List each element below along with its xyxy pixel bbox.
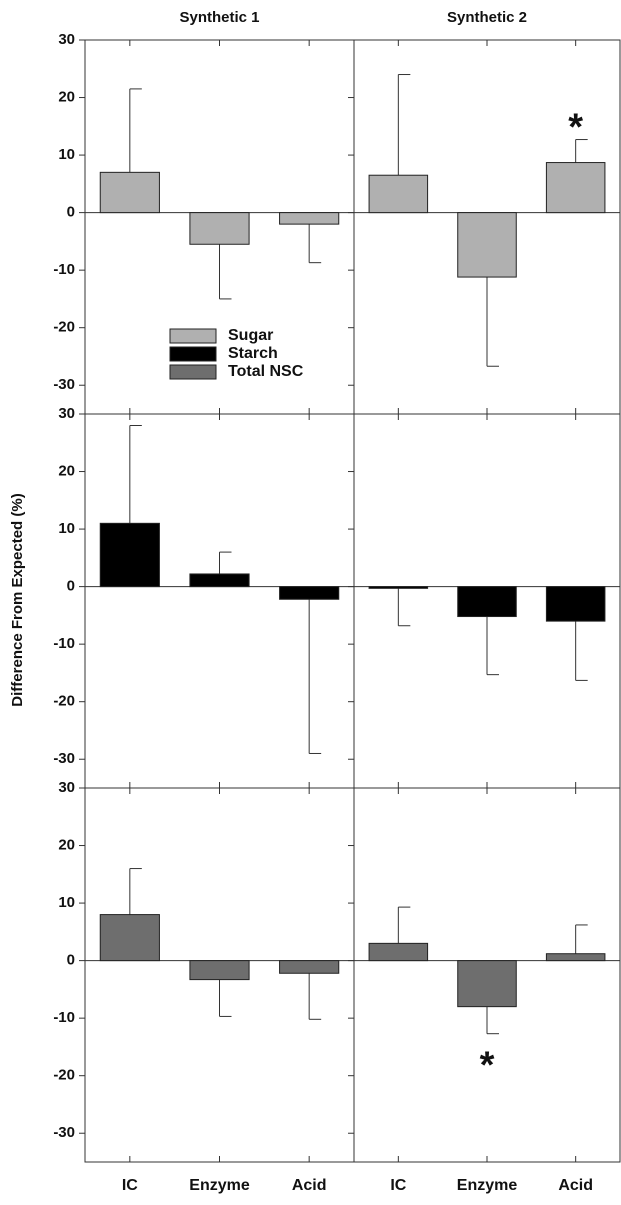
bar <box>99 914 160 962</box>
y-tick-label: -20 <box>53 319 75 336</box>
y-tick-label: 20 <box>58 837 75 854</box>
y-tick-label: 30 <box>58 405 75 422</box>
significance-marker: * <box>568 107 583 149</box>
bar <box>279 212 340 225</box>
x-tick-label: Acid <box>292 1177 327 1194</box>
bar <box>189 960 250 981</box>
x-tick-label: Acid <box>558 1177 593 1194</box>
bar <box>368 174 429 214</box>
bar <box>457 212 517 278</box>
y-tick-label: 20 <box>58 89 75 106</box>
legend-label: Sugar <box>228 327 273 344</box>
bar <box>279 960 340 974</box>
y-tick-label: -30 <box>53 1124 75 1141</box>
legend-swatch <box>169 328 217 344</box>
y-tick-label: 30 <box>58 31 75 48</box>
y-tick-label: 0 <box>67 952 75 969</box>
bar <box>189 573 250 588</box>
y-tick-label: -30 <box>53 376 75 393</box>
y-tick-label: -20 <box>53 693 75 710</box>
column-title: Synthetic 2 <box>447 9 527 26</box>
y-tick-label: -30 <box>53 750 75 767</box>
bar <box>457 586 517 618</box>
y-tick-label: 0 <box>67 204 75 221</box>
bar <box>189 212 250 245</box>
y-tick-label: 0 <box>67 578 75 595</box>
y-tick-label: 30 <box>58 779 75 796</box>
y-tick-label: 20 <box>58 463 75 480</box>
bar <box>545 953 606 962</box>
bar <box>545 586 606 622</box>
x-tick-label: Enzyme <box>457 1177 518 1194</box>
significance-marker: * <box>480 1045 495 1087</box>
panel-frame <box>84 413 355 789</box>
x-tick-label: IC <box>122 1177 138 1194</box>
legend-label: Total NSC <box>228 363 304 380</box>
y-tick-label: 10 <box>58 146 75 163</box>
bar <box>457 960 517 1008</box>
bar <box>279 586 340 600</box>
bar <box>99 522 160 588</box>
column-title: Synthetic 1 <box>179 9 259 26</box>
bar <box>545 162 606 214</box>
y-tick-label: -20 <box>53 1067 75 1084</box>
legend-label: Starch <box>228 345 278 362</box>
y-tick-label: -10 <box>53 261 75 278</box>
y-tick-label: -10 <box>53 635 75 652</box>
y-axis-label: Difference From Expected (%) <box>9 493 26 706</box>
y-tick-label: 10 <box>58 520 75 537</box>
x-tick-label: IC <box>390 1177 406 1194</box>
bar <box>368 942 429 962</box>
bar <box>99 171 160 214</box>
y-tick-label: 10 <box>58 894 75 911</box>
y-tick-label: -10 <box>53 1009 75 1026</box>
x-tick-label: Enzyme <box>189 1177 250 1194</box>
legend-swatch <box>169 364 217 380</box>
bar <box>368 586 429 589</box>
legend-swatch <box>169 346 217 362</box>
